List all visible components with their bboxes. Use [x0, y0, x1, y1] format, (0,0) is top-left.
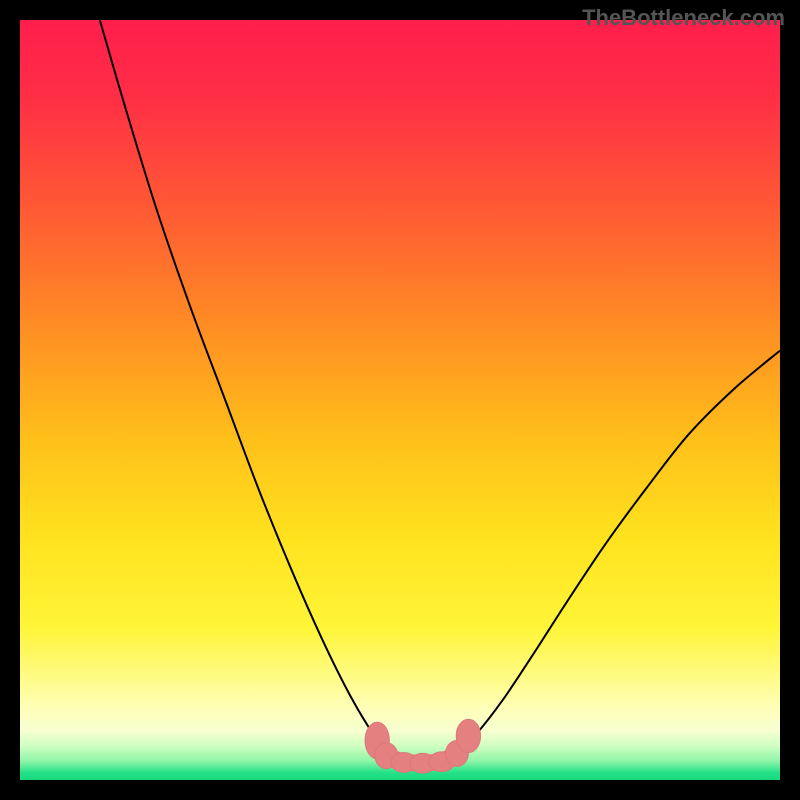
watermark-text: TheBottleneck.com — [582, 5, 785, 30]
bottleneck-chart: TheBottleneck.com — [0, 0, 800, 800]
bottleneck-marker-node — [456, 719, 480, 752]
